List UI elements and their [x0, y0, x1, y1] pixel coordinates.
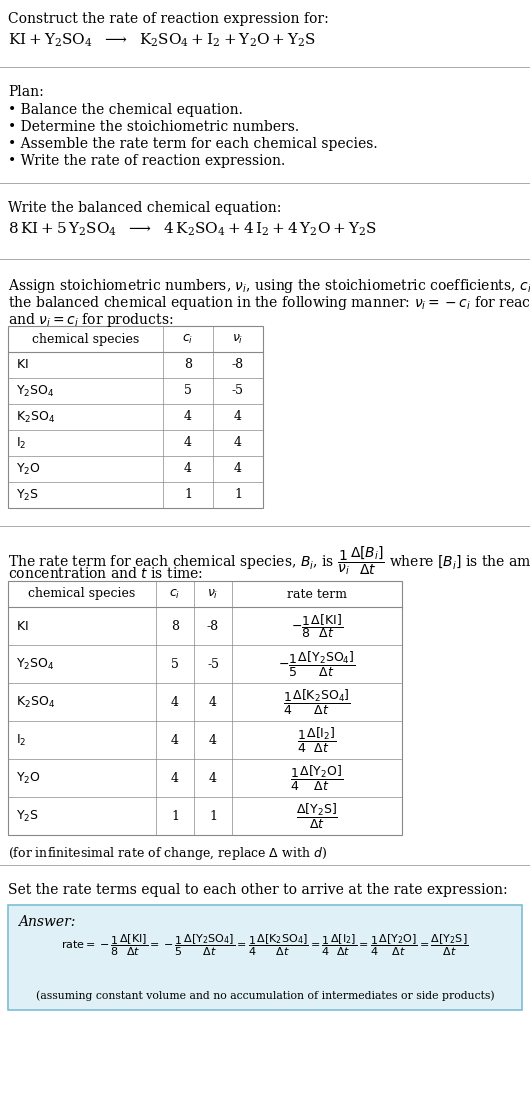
Text: $\mathrm{rate} = -\dfrac{1}{8}\dfrac{\Delta[\mathrm{KI}]}{\Delta t} = -\dfrac{1}: $\mathrm{rate} = -\dfrac{1}{8}\dfrac{\De…	[61, 934, 469, 958]
Text: 1: 1	[209, 809, 217, 823]
Text: 1: 1	[184, 488, 192, 502]
Text: chemical species: chemical species	[29, 587, 136, 601]
Text: $\mathrm{Y_2SO_4}$: $\mathrm{Y_2SO_4}$	[16, 383, 55, 398]
Text: $\mathrm{K_2SO_4}$: $\mathrm{K_2SO_4}$	[16, 410, 55, 424]
Text: $\dfrac{1}{4}\dfrac{\Delta[\mathrm{I_2}]}{\Delta t}$: $\dfrac{1}{4}\dfrac{\Delta[\mathrm{I_2}]…	[297, 726, 337, 755]
Text: chemical species: chemical species	[32, 333, 139, 345]
Text: Construct the rate of reaction expression for:: Construct the rate of reaction expressio…	[8, 12, 329, 26]
Text: $\mathrm{KI}$: $\mathrm{KI}$	[16, 619, 29, 633]
Text: $\mathregular{KI + Y_2SO_4}$  $\mathregular{\longrightarrow}$  $\mathregular{K_2: $\mathregular{KI + Y_2SO_4}$ $\mathregul…	[8, 32, 316, 50]
Text: $\mathrm{Y_2S}$: $\mathrm{Y_2S}$	[16, 487, 39, 503]
Bar	[8, 581, 402, 835]
Text: $\mathrm{Y_2S}$: $\mathrm{Y_2S}$	[16, 808, 39, 824]
Text: 5: 5	[184, 384, 192, 397]
Text: $\nu_i$: $\nu_i$	[207, 587, 219, 601]
Text: 8: 8	[171, 619, 179, 633]
Text: 4: 4	[209, 696, 217, 708]
Text: 4: 4	[171, 696, 179, 708]
Text: $\mathrm{I_2}$: $\mathrm{I_2}$	[16, 733, 26, 747]
Text: $\dfrac{1}{4}\dfrac{\Delta[\mathrm{Y_2O}]}{\Delta t}$: $\dfrac{1}{4}\dfrac{\Delta[\mathrm{Y_2O}…	[290, 764, 343, 793]
Text: -5: -5	[232, 384, 244, 397]
Text: $\mathrm{K_2SO_4}$: $\mathrm{K_2SO_4}$	[16, 695, 55, 709]
Text: (for infinitesimal rate of change, replace $\Delta$ with $d$): (for infinitesimal rate of change, repla…	[8, 845, 327, 862]
Text: 4: 4	[209, 771, 217, 785]
Text: and $\nu_i = c_i$ for products:: and $\nu_i = c_i$ for products:	[8, 311, 173, 329]
Text: $c_i$: $c_i$	[182, 333, 193, 345]
Text: $\mathrm{KI}$: $\mathrm{KI}$	[16, 359, 29, 372]
Text: -5: -5	[207, 657, 219, 670]
Text: 4: 4	[209, 734, 217, 747]
Text: 4: 4	[184, 436, 192, 450]
FancyBboxPatch shape	[8, 905, 522, 1010]
Text: 4: 4	[234, 463, 242, 475]
Text: 4: 4	[184, 411, 192, 424]
Text: $-\dfrac{1}{5}\dfrac{\Delta[\mathrm{Y_2SO_4}]}{\Delta t}$: $-\dfrac{1}{5}\dfrac{\Delta[\mathrm{Y_2S…	[278, 649, 356, 678]
Text: 1: 1	[234, 488, 242, 502]
Text: -8: -8	[232, 359, 244, 372]
Text: • Assemble the rate term for each chemical species.: • Assemble the rate term for each chemic…	[8, 137, 377, 151]
Text: the balanced chemical equation in the following manner: $\nu_i = -c_i$ for react: the balanced chemical equation in the fo…	[8, 294, 530, 312]
Text: $-\dfrac{1}{8}\dfrac{\Delta[\mathrm{KI}]}{\Delta t}$: $-\dfrac{1}{8}\dfrac{\Delta[\mathrm{KI}]…	[291, 612, 343, 640]
Text: Write the balanced chemical equation:: Write the balanced chemical equation:	[8, 201, 281, 215]
Text: Set the rate terms equal to each other to arrive at the rate expression:: Set the rate terms equal to each other t…	[8, 882, 508, 897]
Text: Plan:: Plan:	[8, 85, 44, 99]
Text: The rate term for each chemical species, $B_i$, is $\dfrac{1}{\nu_i}\dfrac{\Delt: The rate term for each chemical species,…	[8, 544, 530, 577]
Text: 4: 4	[171, 771, 179, 785]
Text: $\mathrm{Y_2SO_4}$: $\mathrm{Y_2SO_4}$	[16, 656, 55, 672]
Text: 4: 4	[171, 734, 179, 747]
Text: 8: 8	[184, 359, 192, 372]
Text: 4: 4	[184, 463, 192, 475]
Text: • Write the rate of reaction expression.: • Write the rate of reaction expression.	[8, 154, 285, 168]
Text: 4: 4	[234, 436, 242, 450]
Text: 1: 1	[171, 809, 179, 823]
Text: $\mathrm{I_2}$: $\mathrm{I_2}$	[16, 435, 26, 451]
Text: $c_i$: $c_i$	[170, 587, 181, 601]
Text: • Balance the chemical equation.: • Balance the chemical equation.	[8, 103, 243, 117]
Text: $\mathregular{8\,KI + 5\,Y_2SO_4}$  $\mathregular{\longrightarrow}$  $\mathregul: $\mathregular{8\,KI + 5\,Y_2SO_4}$ $\mat…	[8, 221, 377, 239]
Text: $\dfrac{\Delta[\mathrm{Y_2S}]}{\Delta t}$: $\dfrac{\Delta[\mathrm{Y_2S}]}{\Delta t}…	[296, 801, 338, 830]
Text: concentration and $t$ is time:: concentration and $t$ is time:	[8, 566, 203, 581]
Text: 5: 5	[171, 657, 179, 670]
Text: $\nu_i$: $\nu_i$	[232, 333, 244, 345]
Text: -8: -8	[207, 619, 219, 633]
Text: (assuming constant volume and no accumulation of intermediates or side products): (assuming constant volume and no accumul…	[36, 990, 494, 1000]
Text: rate term: rate term	[287, 587, 347, 601]
Text: $\mathrm{Y_2O}$: $\mathrm{Y_2O}$	[16, 462, 41, 476]
Text: Answer:: Answer:	[18, 915, 75, 929]
Text: $\mathrm{Y_2O}$: $\mathrm{Y_2O}$	[16, 770, 41, 786]
Text: Assign stoichiometric numbers, $\nu_i$, using the stoichiometric coefficients, $: Assign stoichiometric numbers, $\nu_i$, …	[8, 278, 530, 295]
Text: 4: 4	[234, 411, 242, 424]
Text: • Determine the stoichiometric numbers.: • Determine the stoichiometric numbers.	[8, 120, 299, 134]
Bar	[8, 326, 263, 508]
Text: $\dfrac{1}{4}\dfrac{\Delta[\mathrm{K_2SO_4}]}{\Delta t}$: $\dfrac{1}{4}\dfrac{\Delta[\mathrm{K_2SO…	[283, 687, 351, 716]
